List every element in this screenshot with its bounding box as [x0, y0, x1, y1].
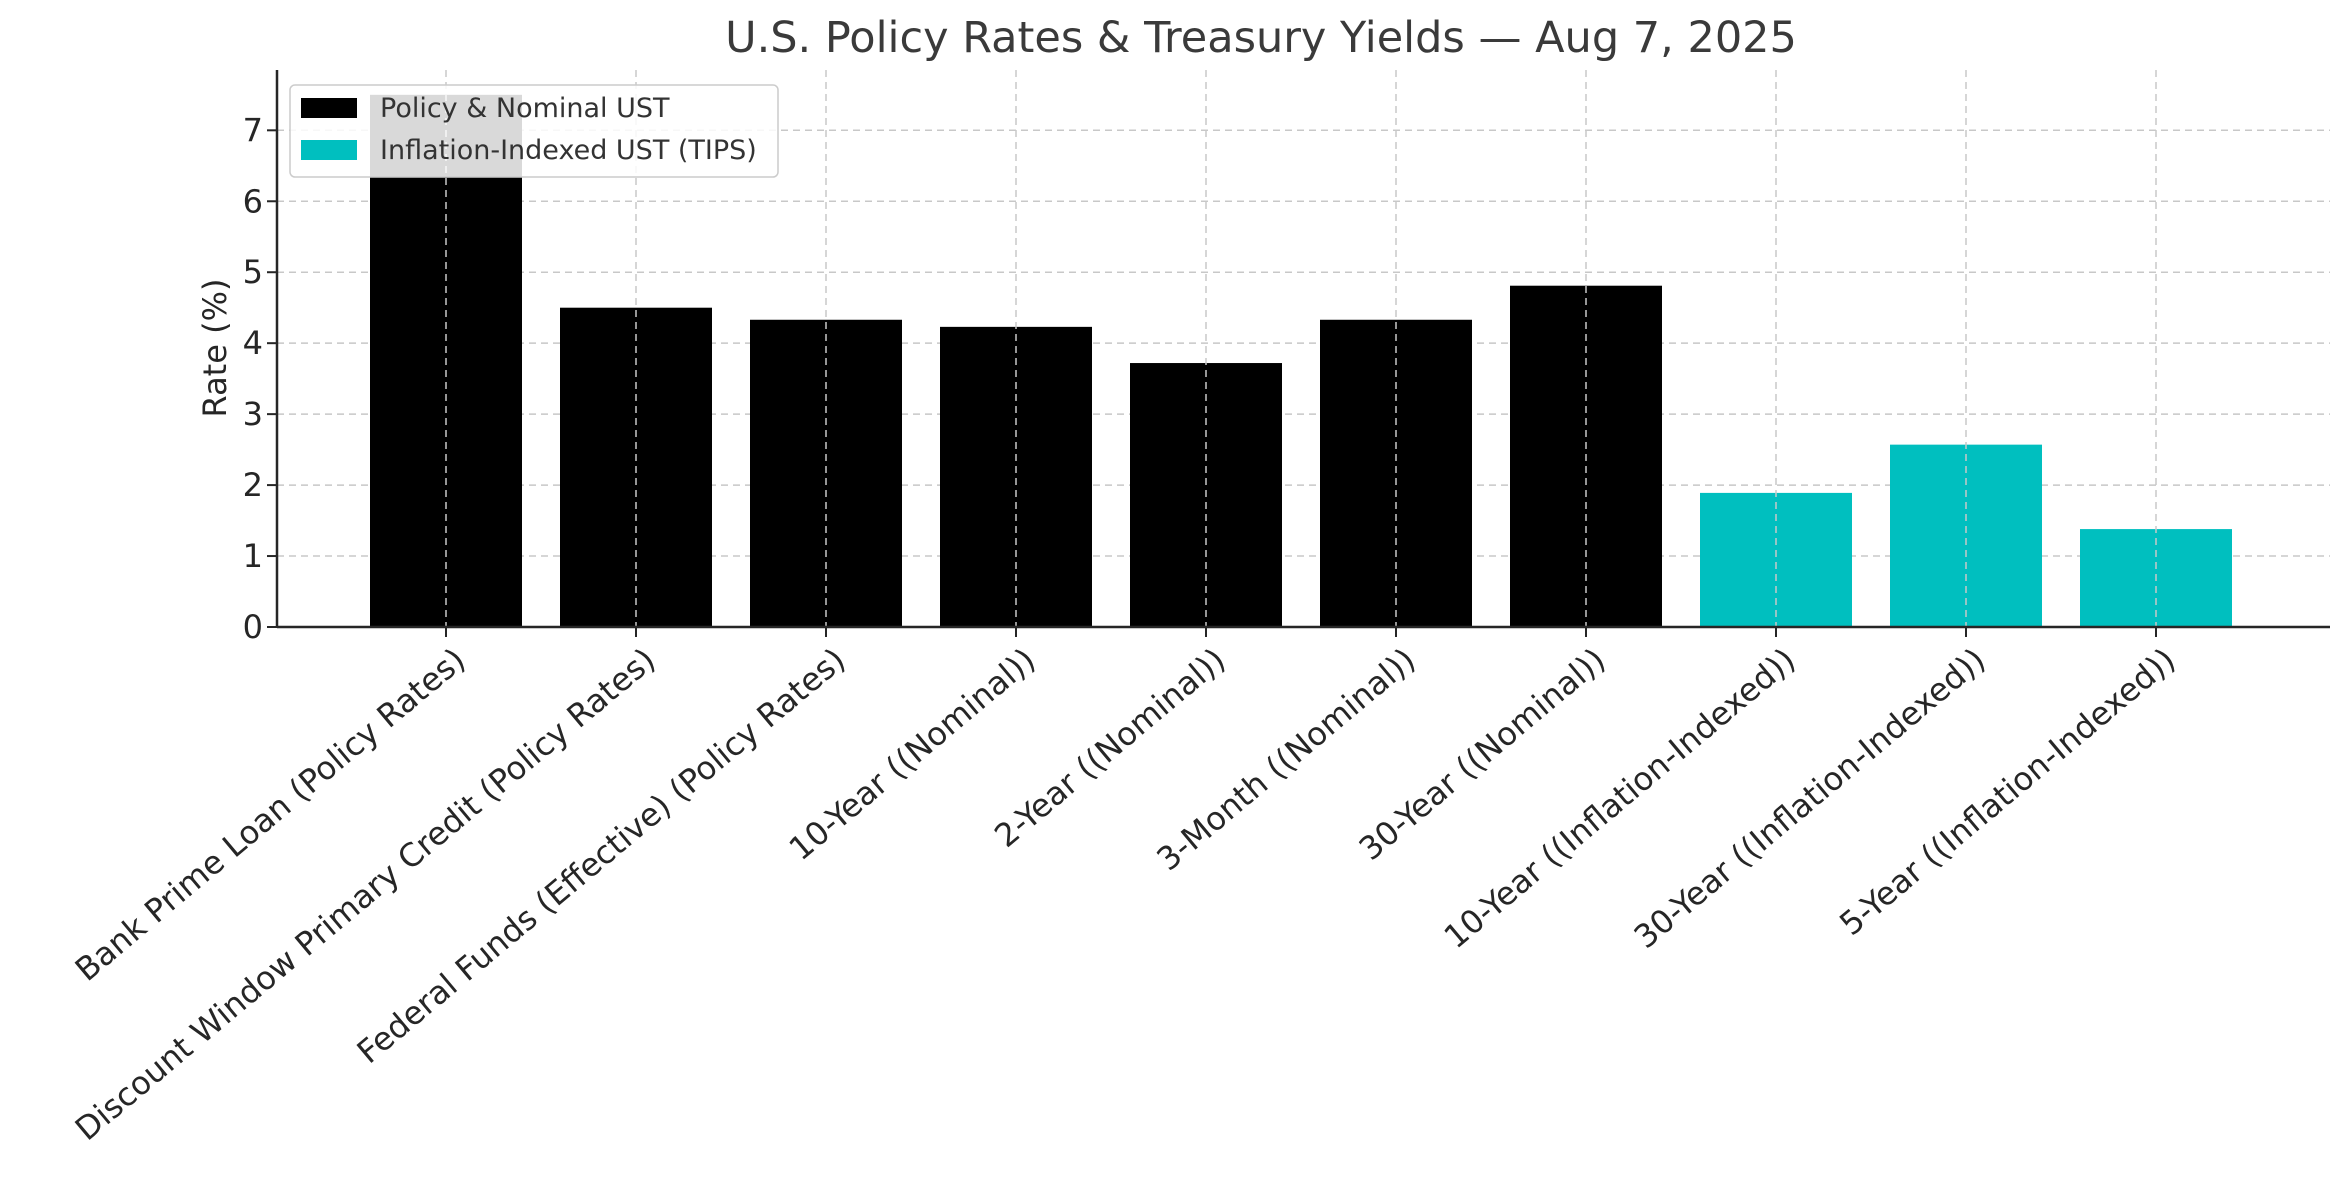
y-tick-label: 2	[243, 466, 263, 504]
legend-swatch-tips	[301, 140, 357, 160]
y-tick-label: 3	[243, 395, 263, 433]
y-tick-label: 7	[243, 111, 263, 149]
x-tick-label: 10-Year ((Inflation-Indexed))	[1437, 640, 1803, 956]
y-tick-label: 5	[243, 253, 263, 291]
legend-frame	[289, 84, 779, 178]
y-tick-label: 0	[243, 608, 263, 646]
legend-swatch-policy-nominal	[301, 98, 357, 118]
chart-title: U.S. Policy Rates & Treasury Yields — Au…	[725, 13, 1797, 63]
y-tick-label: 6	[243, 182, 263, 220]
x-tick-label: Bank Prime Loan (Policy Rates)	[68, 640, 473, 988]
y-tick-label: 4	[243, 324, 263, 362]
y-tick-label: 1	[243, 537, 263, 575]
axes-layer	[267, 70, 2330, 637]
y-axis-label: Rate (%)	[196, 279, 234, 418]
legend-label-policy-nominal: Policy & Nominal UST	[380, 93, 670, 124]
bar-9[interactable]	[1890, 444, 2042, 627]
x-tick-label: 5-Year ((Inflation-Indexed))	[1832, 640, 2182, 943]
vgrid-layer	[445, 70, 2157, 627]
legend-label-tips: Inflation-Indexed UST (TIPS)	[380, 135, 757, 166]
bar-8[interactable]	[1700, 492, 1852, 627]
x-tick-labels: Bank Prime Loan (Policy Rates)Discount W…	[68, 640, 2183, 1148]
legend[interactable]: Policy & Nominal UST Inflation-Indexed U…	[289, 84, 779, 178]
y-tick-labels: 0 1 2 3 4 5 6 7	[243, 111, 263, 646]
x-tick-label: 30-Year ((Inflation-Indexed))	[1627, 640, 1993, 956]
